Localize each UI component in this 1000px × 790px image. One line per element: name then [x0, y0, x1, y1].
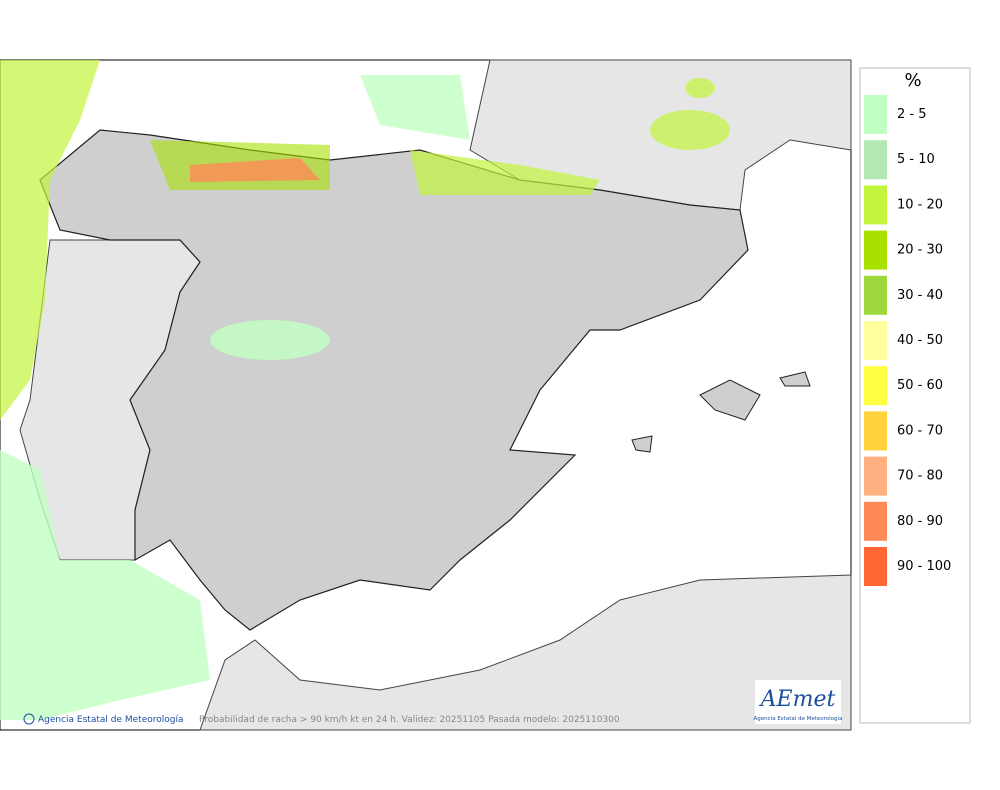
- legend-swatch: [864, 411, 887, 451]
- legend-label: 40 - 50: [897, 333, 943, 348]
- legend-swatch: [864, 501, 887, 541]
- legend-label: 20 - 30: [897, 243, 943, 258]
- legend-label: 2 - 5: [897, 107, 927, 122]
- legend-swatch: [864, 230, 887, 270]
- legend-label: 70 - 80: [897, 469, 943, 484]
- probability-area: [685, 78, 715, 98]
- legend-label: 50 - 60: [897, 378, 943, 393]
- ibiza: [631, 435, 653, 453]
- legend-label: 10 - 20: [897, 197, 943, 212]
- legend-label: 5 - 10: [897, 152, 935, 167]
- probability-area: [410, 150, 600, 195]
- legend-label: 60 - 70: [897, 423, 943, 438]
- legend-swatch: [864, 185, 887, 225]
- probability-area: [190, 158, 320, 182]
- legend-swatch: [864, 321, 887, 360]
- legend-label: 90 - 100: [897, 559, 951, 574]
- legend-label: 30 - 40: [897, 288, 943, 303]
- legend-swatch: [864, 547, 887, 586]
- probability-area: [210, 320, 330, 360]
- probability-area: [360, 75, 470, 140]
- legend-label: 80 - 90: [897, 514, 943, 529]
- menorca: [779, 371, 811, 387]
- copyright-icon: [23, 713, 35, 725]
- probability-area: [650, 110, 730, 150]
- legend-swatch: [864, 140, 887, 180]
- legend-swatch: [864, 95, 887, 134]
- caption: Probabilidad de racha > 90 km/h kt en 24…: [199, 715, 620, 725]
- map: Agencia Estatal de Meteorología Probabil…: [0, 59, 852, 731]
- africa: [199, 574, 852, 731]
- credit: Agencia Estatal de Meteorología: [38, 715, 184, 725]
- mallorca: [699, 379, 761, 421]
- legend: % 2 - 5 5 - 10 10 - 20 20 - 30 30 - 40 40 - 5…: [859, 67, 971, 724]
- probability-area: [0, 450, 210, 720]
- logo-name: AEmet: [759, 687, 836, 712]
- probability-area: [0, 60, 100, 420]
- legend-swatch: [864, 275, 887, 315]
- legend-title: %: [904, 70, 921, 91]
- legend-swatch: [864, 366, 887, 406]
- legend-swatch: [864, 456, 887, 496]
- logo-box: [755, 680, 841, 724]
- logo-subtitle: Agencia Estatal de Meteorología: [754, 715, 843, 722]
